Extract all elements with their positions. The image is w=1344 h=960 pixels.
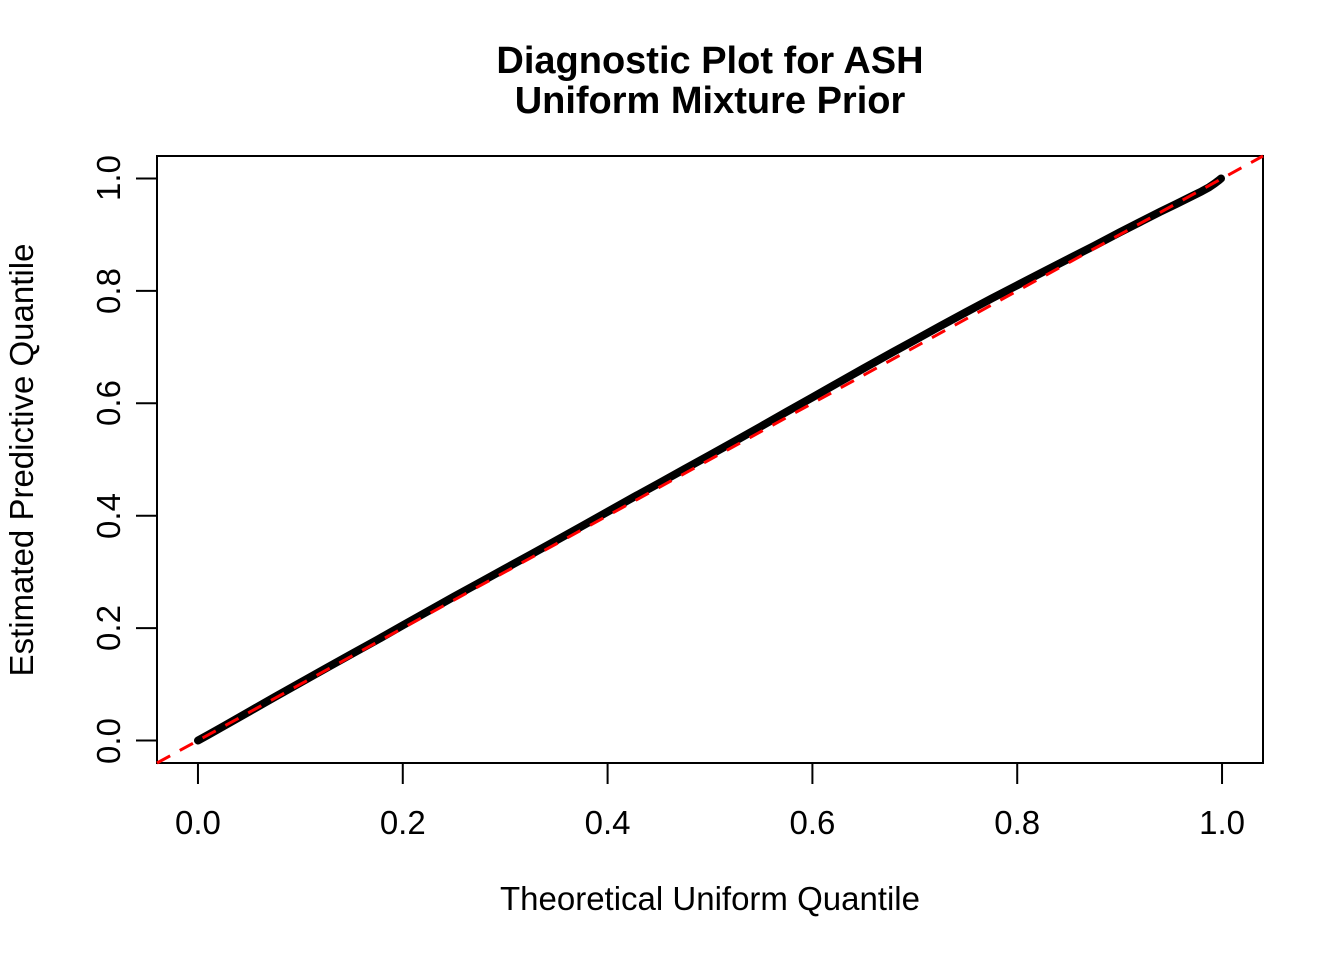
y-axis-title: Estimated Predictive Quantile — [3, 243, 40, 677]
y-tick-label: 1.0 — [90, 155, 127, 202]
x-tick-label: 0.4 — [584, 804, 631, 841]
x-tick-label: 0.0 — [175, 804, 221, 841]
y-tick-label: 0.2 — [90, 605, 127, 652]
plot-title-line1: Diagnostic Plot for ASH — [496, 40, 924, 82]
x-tick-label: 0.8 — [994, 804, 1041, 841]
x-axis-title: Theoretical Uniform Quantile — [499, 880, 920, 917]
plot-border — [156, 155, 1264, 764]
y-tick-label: 0.6 — [90, 380, 127, 427]
x-tick-label: 1.0 — [1199, 804, 1245, 841]
plot-title-line2: Uniform Mixture Prior — [514, 80, 906, 122]
y-tick-label: 0.8 — [90, 267, 127, 314]
reference-line — [156, 154, 1264, 765]
plot-title: Diagnostic Plot for ASH Uniform Mixture … — [157, 41, 1263, 121]
x-tick-label: 0.2 — [379, 804, 426, 841]
y-tick-label: 0.0 — [90, 717, 127, 764]
y-tick-label: 0.4 — [90, 492, 127, 539]
x-tick-label: 0.6 — [789, 804, 836, 841]
